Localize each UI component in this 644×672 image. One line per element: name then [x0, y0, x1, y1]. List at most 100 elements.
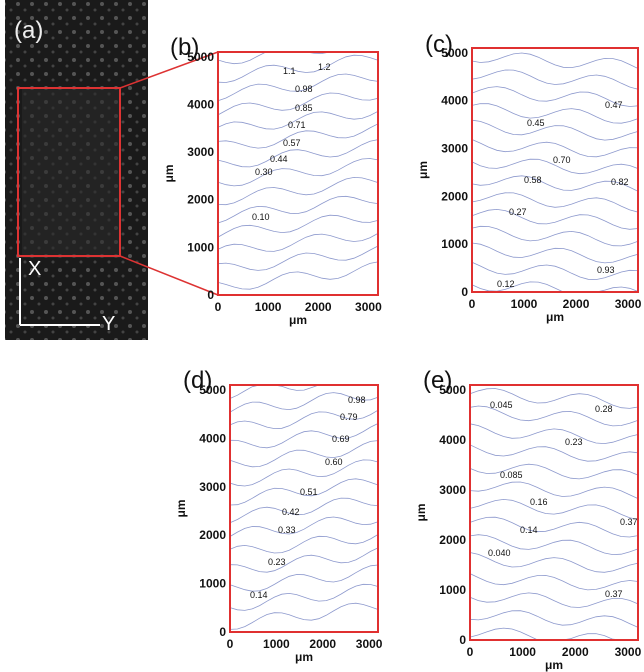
contour-line [218, 233, 378, 251]
contour-line [470, 464, 638, 479]
contour-line [230, 535, 378, 554]
contour-line [230, 424, 378, 448]
x-tick-label: 0 [227, 637, 234, 651]
contour-label: 0.23 [268, 557, 286, 567]
contour-line [470, 611, 638, 628]
contour-label: 0.58 [524, 175, 542, 185]
y-tick-label: 2000 [199, 528, 226, 542]
contour-label: 0.79 [340, 412, 358, 422]
y-tick-label: 4000 [441, 94, 468, 108]
y-axis-label: μm [174, 499, 188, 517]
x-tick-label: 0 [215, 300, 222, 314]
y-tick-label: 1000 [199, 577, 226, 591]
y-tick-label: 5000 [439, 383, 466, 397]
contour-label: 0.37 [620, 517, 638, 527]
contour-label: 0.16 [530, 497, 548, 507]
contour-label: 0.51 [300, 487, 318, 497]
contour-line [472, 226, 638, 246]
y-tick-label: 2000 [441, 189, 468, 203]
contour-label: 0.98 [295, 84, 313, 94]
contour-line [470, 482, 638, 499]
contour-label: 0.28 [595, 404, 613, 414]
axis-x-label: X [28, 258, 41, 280]
contour-line [470, 499, 638, 519]
sample-region [22, 88, 120, 258]
contour-line [230, 603, 378, 629]
x-axis-label: μm [546, 310, 564, 324]
x-tick-label: 1000 [511, 297, 538, 311]
contour-line [218, 55, 378, 82]
contour-label: 0.45 [527, 118, 545, 128]
y-tick-label: 3000 [439, 483, 466, 497]
axis-y-label: Y [102, 313, 115, 335]
y-tick-label: 3000 [187, 145, 214, 159]
contour-label: 0.10 [252, 212, 270, 222]
x-tick-label: 3000 [356, 637, 383, 651]
y-tick-label: 4000 [199, 431, 226, 445]
y-tick-label: 2000 [187, 193, 214, 207]
x-tick-label: 3000 [615, 645, 642, 659]
x-tick-label: 2000 [309, 637, 336, 651]
x-tick-label: 1000 [509, 645, 536, 659]
contour-line [470, 517, 638, 537]
contour-line [470, 424, 638, 444]
contour-label: 0.37 [605, 589, 623, 599]
y-tick-label: 0 [219, 625, 226, 639]
y-tick-label: 4000 [439, 433, 466, 447]
x-tick-label: 2000 [305, 300, 332, 314]
contour-line [230, 565, 378, 591]
contour-label: 1.2 [318, 62, 331, 72]
x-tick-label: 1000 [263, 637, 290, 651]
contour-line [218, 262, 378, 289]
contour-label: 0.60 [325, 457, 343, 467]
contour-label: 0.085 [500, 470, 523, 480]
y-tick-label: 1000 [441, 237, 468, 251]
contour-line [230, 517, 378, 537]
contour-line [218, 246, 378, 270]
y-tick-label: 5000 [441, 46, 468, 60]
contour-label: 0.82 [611, 177, 629, 187]
y-axis-label: μm [414, 503, 428, 521]
contour-label: 0.98 [348, 395, 366, 405]
contour-label: 0.33 [278, 525, 296, 535]
y-tick-label: 1000 [439, 583, 466, 597]
figure: (a) X Y (b)01000200030000100020003000400… [0, 0, 644, 672]
contour-line [470, 574, 638, 590]
y-tick-label: 5000 [187, 50, 214, 64]
x-tick-label: 1000 [255, 300, 282, 314]
panel-label: (a) [14, 17, 43, 44]
contour-line [218, 177, 378, 204]
contour-line [218, 52, 378, 64]
x-tick-label: 0 [469, 297, 476, 311]
y-tick-label: 4000 [187, 97, 214, 111]
y-tick-label: 3000 [199, 480, 226, 494]
contour-line [472, 53, 638, 69]
contour-label: 0.44 [270, 154, 288, 164]
y-tick-label: 0 [207, 288, 214, 302]
contour-line [230, 548, 378, 572]
contour-label: 0.42 [282, 507, 300, 517]
x-tick-label: 3000 [355, 300, 382, 314]
contour-line [218, 196, 378, 223]
contour-line [470, 628, 638, 640]
contour-label: 0.69 [332, 434, 350, 444]
contour-label: 0.85 [295, 103, 313, 113]
contour-label: 0.30 [255, 167, 273, 177]
contour-label: 0.040 [488, 548, 511, 558]
contour-label: 0.93 [597, 265, 615, 275]
contour-line [218, 159, 378, 186]
contour-label: 0.12 [497, 279, 515, 289]
y-tick-label: 0 [459, 633, 466, 647]
contour-label: 0.47 [605, 100, 623, 110]
contour-label: 0.70 [553, 155, 571, 165]
contour-line [218, 215, 378, 237]
y-tick-label: 1000 [187, 240, 214, 254]
contour-label: 0.27 [509, 207, 527, 217]
contour-line [470, 445, 638, 461]
contour-label: 1.1 [283, 66, 296, 76]
y-axis-label: μm [416, 161, 430, 179]
y-axis-label: μm [162, 164, 176, 182]
x-axis-label: μm [545, 658, 563, 672]
contour-label: 0.14 [520, 525, 538, 535]
x-tick-label: 3000 [615, 297, 642, 311]
